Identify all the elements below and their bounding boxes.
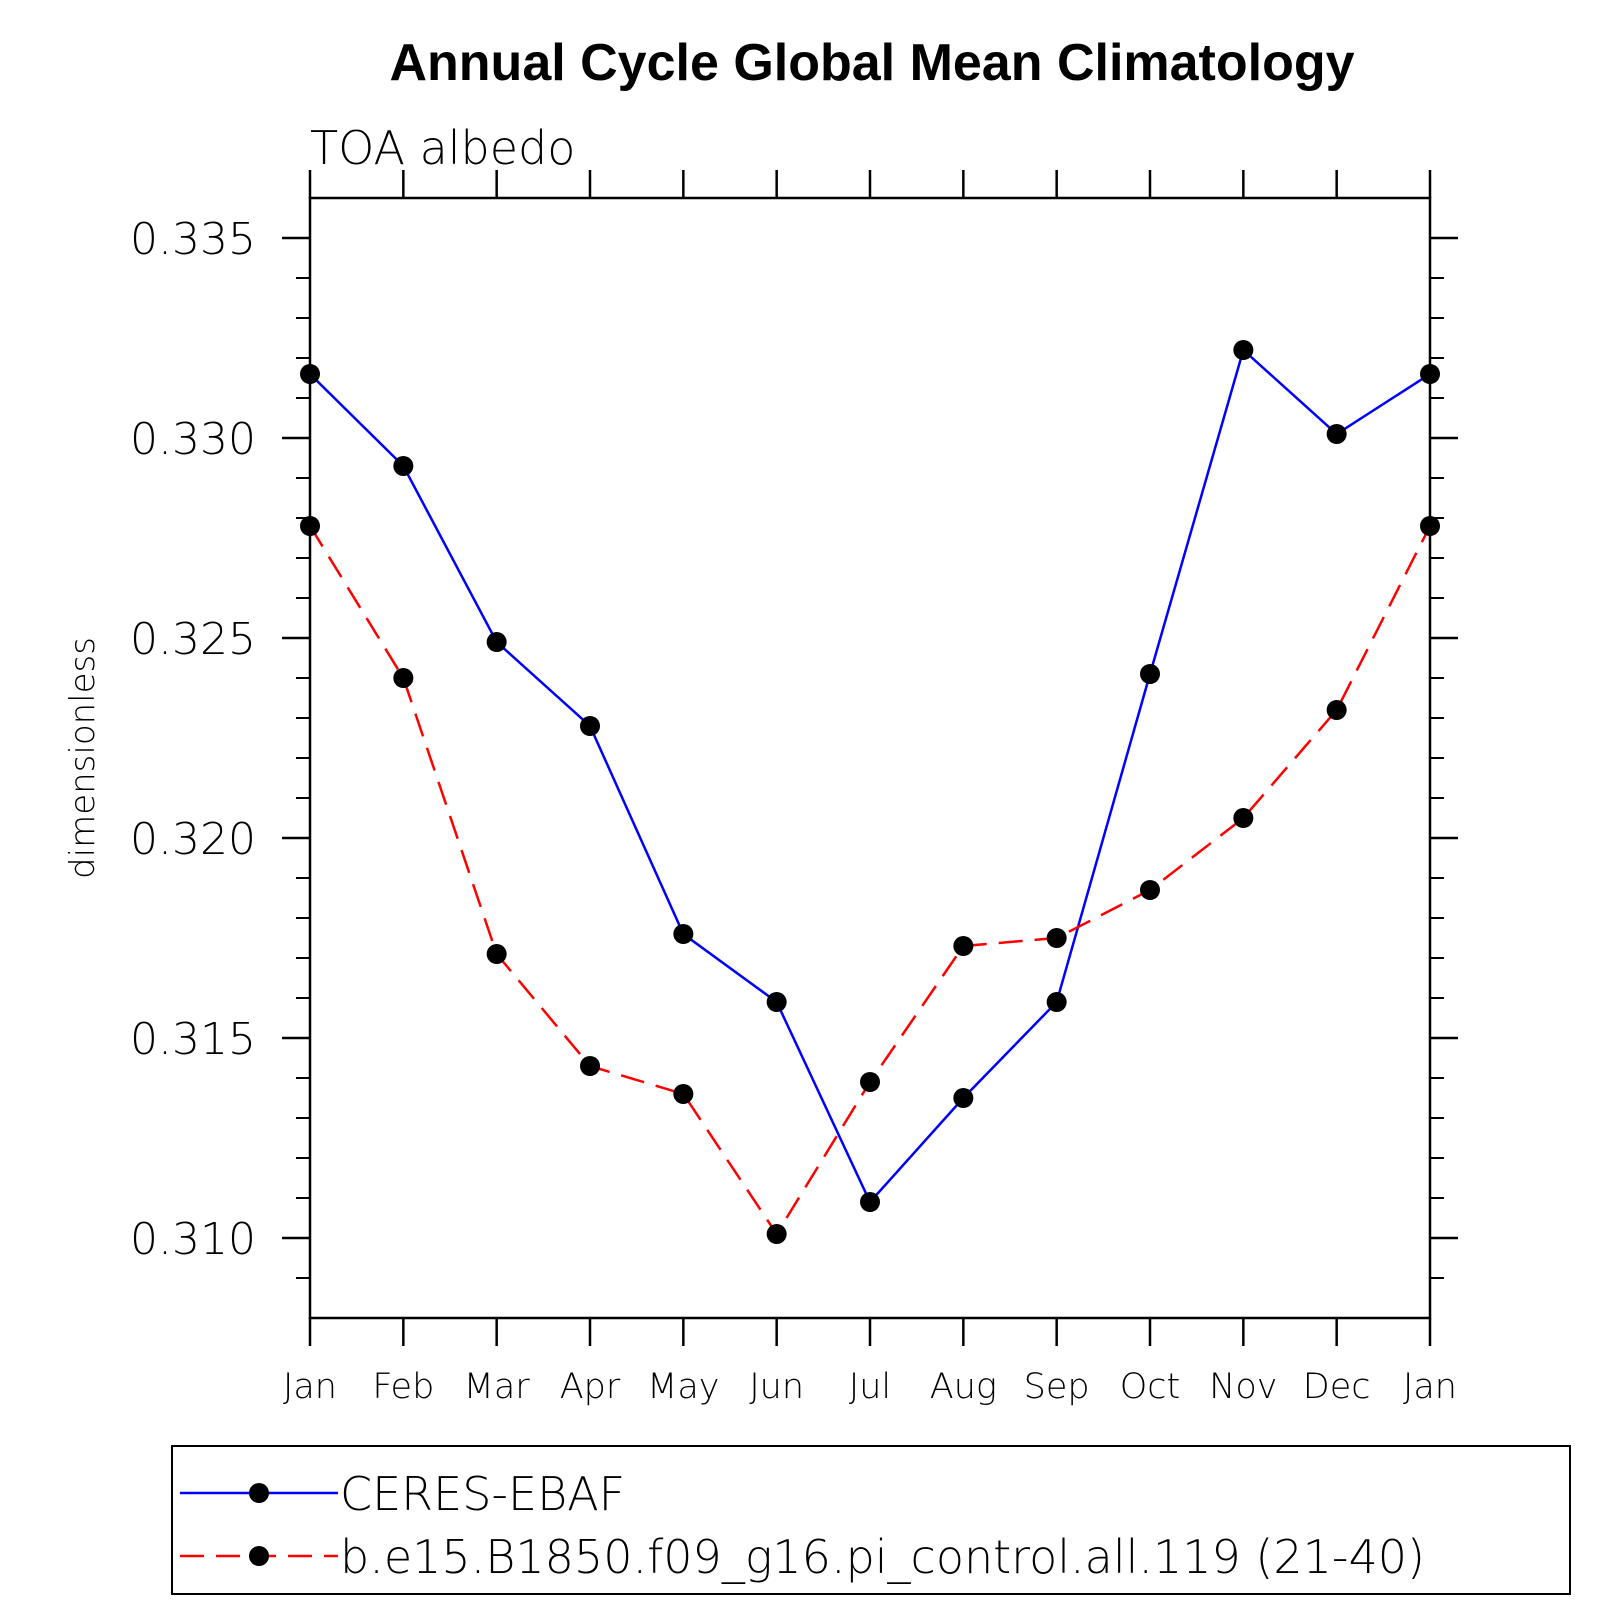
series-1-point (1140, 664, 1160, 684)
legend-label-2: b.e15.B1850.f09_g16.pi_control.all.119 (… (340, 1530, 1425, 1584)
chart-subtitle: TOA albedo (310, 121, 575, 175)
x-tick-label: Mar (464, 1367, 531, 1407)
legend-label-1: CERES-EBAF (340, 1467, 625, 1521)
series-1-point (393, 456, 414, 476)
series-1-point (486, 632, 507, 652)
legend-marker-2 (249, 1546, 269, 1566)
x-tick-label: Jan (1403, 1367, 1457, 1407)
series-2-point (1326, 700, 1347, 720)
series-1-point (1326, 424, 1347, 444)
y-tick-labels: 0.310 0.315 0.320 0.325 0.330 0.335 (130, 214, 256, 1265)
x-tick-label: Dec (1303, 1367, 1371, 1407)
series-2-point (300, 516, 320, 536)
series-line-2 (308, 525, 1432, 1237)
series-1-point (580, 716, 600, 736)
series-lines (308, 347, 1432, 1237)
x-tick-label: May (647, 1367, 719, 1407)
series-markers (300, 340, 1440, 1244)
series-1-point (1046, 992, 1067, 1012)
x-tick-label: Aug (930, 1367, 997, 1407)
series-2-point (673, 1084, 694, 1104)
series-1-point (673, 924, 694, 944)
series-2-point (766, 1224, 787, 1244)
series-1-point (300, 364, 320, 384)
series-2-point (1420, 516, 1440, 536)
y-axis-label: dimensionless (63, 637, 103, 879)
x-tick-label: Apr (560, 1367, 621, 1407)
axes-ticks (282, 170, 1458, 1346)
x-tick-label: Sep (1024, 1367, 1090, 1407)
chart-title: Annual Cycle Global Mean Climatology (389, 34, 1354, 92)
y-tick-label: 0.330 (130, 414, 256, 465)
x-tick-label: Jun (749, 1367, 804, 1407)
series-2-point (1233, 808, 1254, 828)
series-2-point (1046, 928, 1067, 948)
legend-marker-1 (249, 1483, 269, 1503)
series-2-point (1140, 880, 1160, 900)
y-tick-label: 0.320 (130, 814, 256, 865)
legend-box (171, 1445, 1571, 1595)
series-1-point (1233, 340, 1254, 360)
series-1-point (860, 1192, 880, 1212)
series-2-point (486, 944, 507, 964)
series-1-point (766, 992, 787, 1012)
x-tick-label: Nov (1209, 1367, 1277, 1407)
legend-entries: CERES-EBAF b.e15.B1850.f09_g16.pi_control… (180, 1467, 1425, 1584)
x-tick-label: Feb (372, 1367, 434, 1407)
series-1-point (953, 1088, 974, 1108)
y-tick-label: 0.325 (130, 614, 256, 665)
legend: CERES-EBAF b.e15.B1850.f09_g16.pi_control… (171, 1445, 1571, 1595)
x-tick-label: Jul (849, 1367, 891, 1407)
series-2-point (860, 1072, 880, 1092)
y-tick-label: 0.315 (130, 1014, 256, 1065)
y-tick-label: 0.335 (130, 214, 256, 265)
series-2-point (953, 936, 974, 956)
series-1-point (1420, 364, 1440, 384)
x-tick-labels: Jan Feb Mar Apr May Jun Jul Aug Sep Oct Nov Dec Jan (283, 1367, 1457, 1407)
x-tick-label: Jan (283, 1367, 337, 1407)
x-tick-label: Oct (1120, 1367, 1181, 1407)
series-2-point (580, 1056, 600, 1076)
y-tick-label: 0.310 (130, 1214, 256, 1265)
series-2-point (393, 668, 414, 688)
